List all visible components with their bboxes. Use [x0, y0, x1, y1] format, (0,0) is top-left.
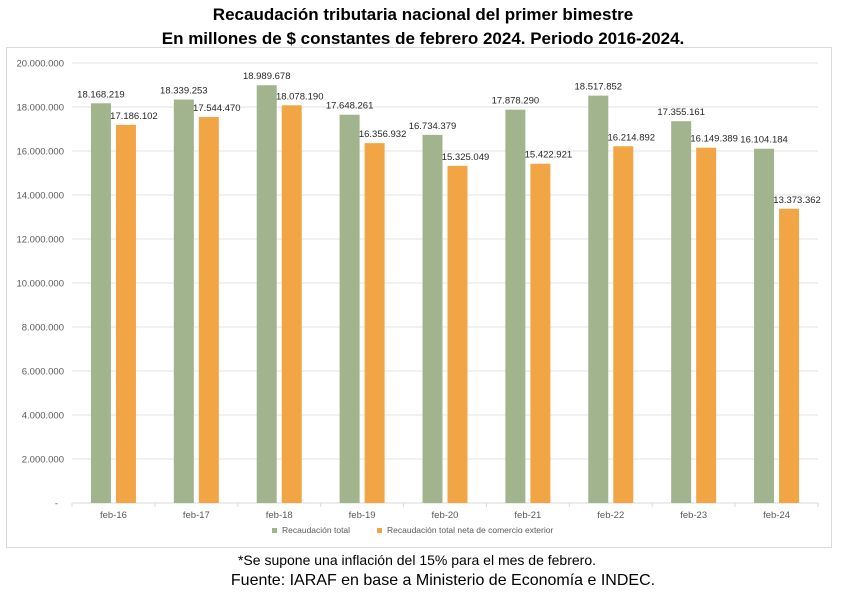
data-label: 17.878.290: [492, 96, 540, 107]
bar-recaudacion-total: [90, 103, 111, 503]
y-tick-label: 20.000.000: [16, 59, 64, 70]
x-tick-label: feb-24: [763, 510, 790, 521]
data-label: 17.186.102: [110, 111, 158, 122]
data-label: 16.214.892: [608, 132, 656, 143]
data-label: 18.168.219: [77, 89, 125, 100]
data-label: 15.325.049: [442, 152, 490, 163]
legend-swatch: [272, 528, 277, 533]
data-label: 16.149.389: [690, 134, 738, 145]
bar-recaudacion-neta: [779, 208, 800, 503]
chart-title: Recaudación tributaria nacional del prim…: [212, 5, 634, 24]
data-label: 16.104.184: [740, 135, 788, 146]
x-tick-label: feb-18: [266, 510, 293, 521]
bar-recaudacion-neta: [364, 143, 385, 503]
bar-recaudacion-neta: [696, 147, 717, 503]
bar-recaudacion-neta: [447, 165, 468, 503]
y-tick-label: 16.000.000: [16, 147, 64, 158]
data-label: 16.356.932: [359, 129, 407, 140]
legend-label: Recaudación total neta de comercio exter…: [387, 525, 553, 535]
bar-recaudacion-neta: [198, 117, 219, 503]
bar-recaudacion-total: [173, 99, 194, 503]
data-label: 13.373.362: [773, 195, 821, 206]
bar-recaudacion-total: [339, 114, 360, 504]
y-tick-label: 2.000.000: [22, 455, 64, 466]
data-label: 15.422.921: [525, 150, 573, 161]
gridlines: [72, 62, 818, 504]
legend: Recaudación total Recaudación total neta …: [272, 525, 553, 535]
y-tick-label: 10.000.000: [16, 279, 64, 290]
x-axis: feb-16 feb-17 feb-18 feb-19 feb-20 feb-21 feb-…: [71, 503, 819, 521]
bar-recaudacion-total: [505, 109, 526, 504]
y-tick-label: 12.000.000: [16, 235, 64, 246]
data-label: 18.078.190: [276, 91, 324, 102]
chart-area: [6, 47, 832, 548]
data-labels: 18.168.219 17.186.102 18.339.253 17.544.470…: [77, 71, 821, 206]
y-axis-labels: - 2.000.000 4.000.000 6.000.000 8.000.000 10.…: [16, 59, 64, 510]
bar-recaudacion-neta: [530, 163, 551, 503]
x-tick-label: feb-16: [100, 510, 127, 521]
legend-swatch: [377, 528, 382, 533]
data-label: 16.734.379: [409, 121, 457, 132]
bar-recaudacion-total: [422, 134, 443, 503]
chart-subtitle: En millones de $ constantes de febrero 2…: [161, 29, 685, 48]
bar-recaudacion-neta: [613, 146, 634, 503]
legend-item-net: Recaudación total neta de comercio exter…: [377, 525, 553, 535]
legend-item-total: Recaudación total: [272, 525, 350, 535]
legend-label: Recaudación total: [282, 525, 350, 535]
footnote: *Se supone una inflación del 15% para el…: [237, 552, 596, 568]
x-tick-label: feb-21: [514, 510, 541, 521]
x-tick-label: feb-17: [183, 510, 210, 521]
bars: [90, 85, 800, 504]
bar-recaudacion-neta: [115, 124, 136, 503]
x-tick-label: feb-23: [680, 510, 707, 521]
data-label: 18.989.678: [243, 71, 291, 82]
bar-recaudacion-total: [588, 95, 609, 504]
bar-recaudacion-total: [754, 148, 775, 503]
data-label: 18.517.852: [575, 82, 623, 93]
data-label: 18.339.253: [160, 86, 208, 97]
x-tick-label: feb-19: [349, 510, 376, 521]
y-tick-label: 18.000.000: [16, 103, 64, 114]
source-note: Fuente: IARAF en base a Ministerio de Ec…: [230, 572, 656, 589]
y-tick-label: 4.000.000: [22, 411, 64, 422]
y-tick-label: 8.000.000: [22, 323, 64, 334]
x-tick-label: feb-20: [432, 510, 459, 521]
y-tick-label: 6.000.000: [22, 367, 64, 378]
bar-recaudacion-total: [256, 85, 277, 503]
bar-recaudacion-total: [671, 121, 692, 503]
bar-recaudacion-neta: [281, 105, 302, 504]
x-tick-label: feb-22: [597, 510, 624, 521]
data-label: 17.544.470: [193, 103, 241, 114]
data-label: 17.648.261: [326, 101, 374, 112]
y-tick-label: -: [55, 499, 58, 510]
y-tick-label: 14.000.000: [16, 191, 64, 202]
data-label: 17.355.161: [657, 107, 705, 118]
